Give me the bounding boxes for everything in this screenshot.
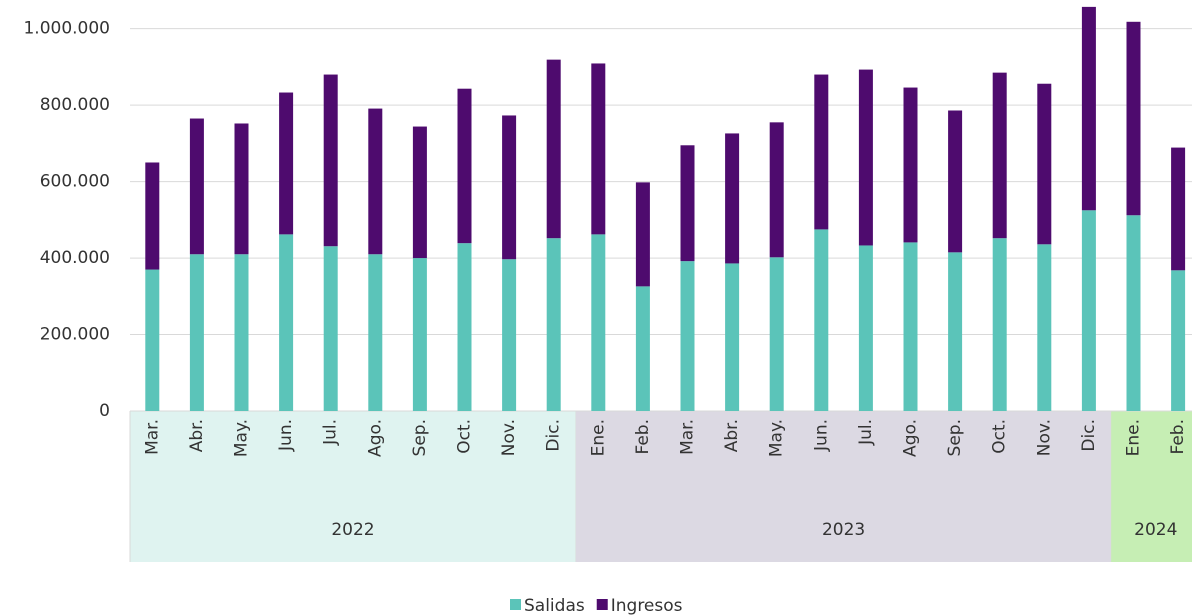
x-tick-label: Ago. [365, 419, 385, 457]
x-tick-label: Ene. [1124, 419, 1144, 456]
bar-segment [858, 245, 873, 411]
bar-segment [457, 243, 472, 411]
x-tick-label: Oct. [990, 419, 1010, 454]
group-band [1111, 411, 1192, 562]
bar-segment [635, 182, 650, 287]
x-tick-label: Nov. [499, 419, 519, 456]
bar-segment [323, 74, 338, 247]
bar-segment [992, 238, 1007, 411]
bar-segment [1081, 210, 1096, 411]
bar-segment [680, 261, 695, 411]
bar-segment [412, 126, 427, 259]
y-tick-label: 0 [99, 401, 110, 421]
y-tick-label: 800.000 [40, 95, 110, 115]
x-tick-label: May. [232, 419, 252, 457]
bar-segment [1037, 83, 1052, 245]
x-tick-label: Jul. [856, 419, 876, 446]
bar-segment [725, 133, 740, 264]
x-tick-label: Dic. [1079, 419, 1099, 452]
bar-segment [145, 162, 160, 270]
bar-segment [1037, 244, 1052, 411]
group-label: 2022 [331, 520, 374, 540]
legend-swatch [596, 599, 608, 610]
bar-segment [948, 252, 963, 411]
x-tick-label: Dic. [544, 419, 564, 452]
y-tick-label: 400.000 [40, 248, 110, 268]
bar-segment [635, 286, 650, 411]
bar-segment [502, 115, 517, 260]
bar-segment [591, 234, 606, 411]
legend-label: Ingresos [611, 596, 683, 616]
bar-segment [814, 229, 829, 411]
x-tick-label: Jun. [811, 419, 831, 452]
x-tick-label: Oct. [455, 419, 475, 454]
bar-segment [903, 87, 918, 243]
x-tick-label: Abr. [187, 419, 207, 452]
bar-segment [368, 254, 383, 411]
x-tick-label: Jun. [276, 419, 296, 452]
x-tick-label: May. [767, 419, 787, 457]
bar-segment [546, 238, 561, 411]
bar-segment [1126, 215, 1141, 411]
legend-swatch [510, 599, 521, 610]
x-tick-label: Mar. [142, 419, 162, 455]
x-tick-label: Sep. [945, 419, 965, 456]
bar-segment [145, 269, 160, 411]
bar-segment [189, 118, 204, 255]
group-label: 2023 [822, 520, 865, 540]
bar-segment [546, 59, 561, 239]
bar-segment [1081, 6, 1096, 211]
x-tick-label: Mar. [678, 419, 698, 455]
x-tick-label: Ene. [588, 419, 608, 456]
bar-segment [189, 254, 204, 411]
bar-segment [234, 123, 249, 255]
bar-segment [234, 254, 249, 411]
group-band [130, 411, 576, 562]
group-label: 2024 [1134, 520, 1177, 540]
bar-segment [769, 257, 784, 411]
bar-segment [279, 92, 294, 235]
x-tick-label: Abr. [722, 419, 742, 452]
bar-segment [502, 259, 517, 411]
x-tick-label: Feb. [1168, 419, 1188, 455]
group-band [576, 411, 1112, 562]
x-tick-label: Nov. [1034, 419, 1054, 456]
x-tick-label: Ago. [901, 419, 921, 457]
bar-segment [725, 263, 740, 411]
bar-segment [992, 72, 1007, 239]
y-tick-label: 1.000.000 [23, 19, 110, 39]
x-tick-label: Jul. [321, 419, 341, 446]
y-tick-label: 600.000 [40, 172, 110, 192]
bar-segment [1171, 270, 1186, 411]
y-tick-label: 200.000 [40, 325, 110, 345]
bar-segment [412, 258, 427, 411]
x-tick-label: Feb. [633, 419, 653, 455]
x-tick-label: Sep. [410, 419, 430, 456]
legend-label: Salidas [524, 596, 585, 616]
bar-segment [769, 122, 784, 258]
bar-segment [368, 108, 383, 255]
bar-segment [948, 110, 963, 253]
bar-segment [680, 145, 695, 262]
bar-segment [814, 74, 829, 230]
bar-segment [858, 69, 873, 246]
bar-segment [1171, 147, 1186, 271]
bar-segment [591, 63, 606, 235]
bar-segment [279, 234, 294, 411]
bar-segment [457, 88, 472, 244]
bar-segment [1126, 21, 1141, 216]
bar-segment [903, 242, 918, 411]
bar-segment [323, 246, 338, 411]
